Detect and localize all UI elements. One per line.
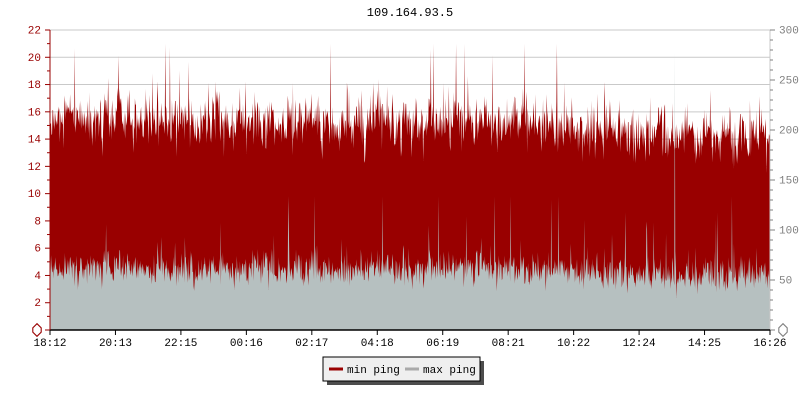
svg-text:22: 22 [28,26,41,38]
svg-text:200: 200 [779,126,799,138]
svg-text:14: 14 [28,135,42,147]
svg-text:16: 16 [28,107,41,119]
svg-text:18: 18 [28,80,41,92]
svg-text:04:18: 04:18 [361,338,394,350]
svg-text:16:26: 16:26 [753,338,786,350]
svg-text:10:22: 10:22 [557,338,590,350]
svg-text:2: 2 [34,298,41,310]
svg-text:18:12: 18:12 [33,338,66,350]
svg-text:6: 6 [34,244,41,256]
svg-text:08:21: 08:21 [492,338,525,350]
svg-text:12:24: 12:24 [623,338,656,350]
svg-text:150: 150 [779,176,799,188]
svg-text:22:15: 22:15 [164,338,197,350]
svg-text:250: 250 [779,76,799,88]
svg-text:4: 4 [34,271,41,283]
svg-text:300: 300 [779,26,799,38]
svg-text:109.164.93.5: 109.164.93.5 [367,6,453,20]
svg-text:10: 10 [28,189,41,201]
svg-text:02:17: 02:17 [295,338,328,350]
svg-text:20: 20 [28,53,41,65]
svg-text:00:16: 00:16 [230,338,263,350]
svg-text:100: 100 [779,226,799,238]
svg-text:max ping: max ping [423,365,476,377]
svg-text:20:13: 20:13 [99,338,132,350]
svg-text:8: 8 [34,216,41,228]
svg-text:06:19: 06:19 [426,338,459,350]
svg-text:12: 12 [28,162,41,174]
svg-text:14:25: 14:25 [688,338,721,350]
svg-text:50: 50 [779,276,792,288]
svg-text:min ping: min ping [347,365,400,377]
